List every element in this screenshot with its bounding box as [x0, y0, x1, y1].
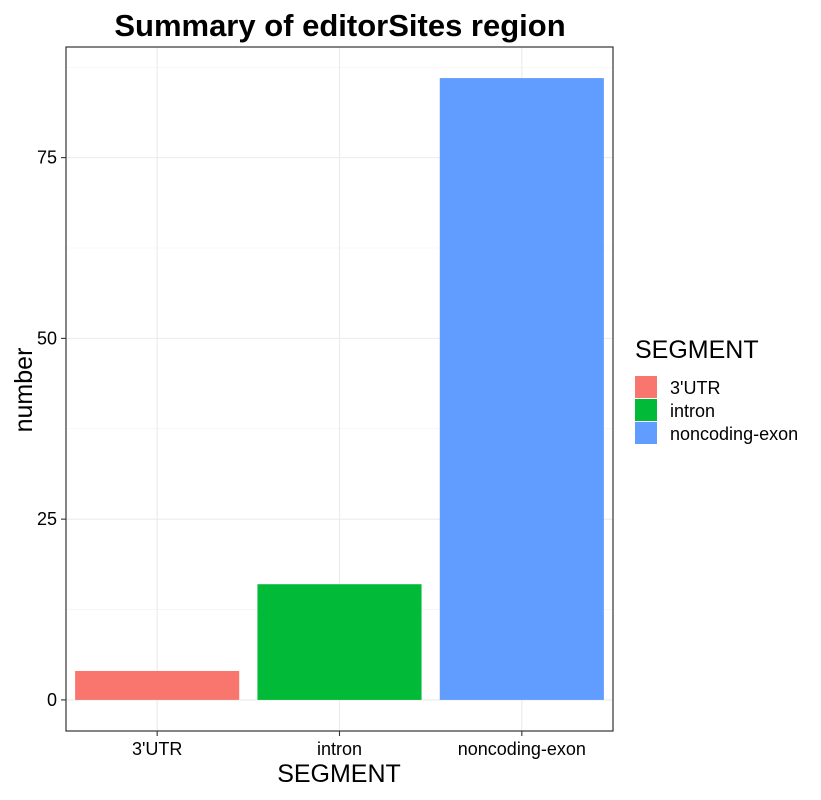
legend-label: noncoding-exon: [670, 424, 798, 444]
chart-title: Summary of editorSites region: [114, 8, 565, 43]
legend-swatch: [635, 376, 657, 398]
x-axis-label: SEGMENT: [277, 760, 401, 788]
x-tick-label: intron: [317, 739, 362, 759]
y-tick-label: 0: [47, 690, 57, 710]
bars: [75, 78, 604, 700]
legend-entries: 3'UTR intron noncoding-exon: [635, 376, 798, 444]
y-tick-label: 25: [37, 509, 57, 529]
y-tick-label: 50: [37, 328, 57, 348]
legend-swatch: [635, 399, 657, 421]
x-tick-label: noncoding-exon: [458, 739, 586, 759]
legend-label: 3'UTR: [670, 378, 720, 398]
legend-label: intron: [670, 401, 715, 421]
x-tick-label: 3'UTR: [132, 739, 182, 759]
bar-noncoding-exon: [439, 78, 604, 700]
legend-swatch: [635, 422, 657, 444]
bar-3-utr: [75, 670, 240, 700]
legend: SEGMENT 3'UTR intron noncoding-exon: [635, 336, 798, 444]
legend-title: SEGMENT: [635, 336, 759, 364]
axes: 0 25 50 75 3'UTR intron noncoding-exon: [37, 148, 586, 759]
bar-intron: [257, 584, 422, 700]
y-tick-label: 75: [37, 148, 57, 168]
y-axis-label: number: [10, 348, 38, 433]
